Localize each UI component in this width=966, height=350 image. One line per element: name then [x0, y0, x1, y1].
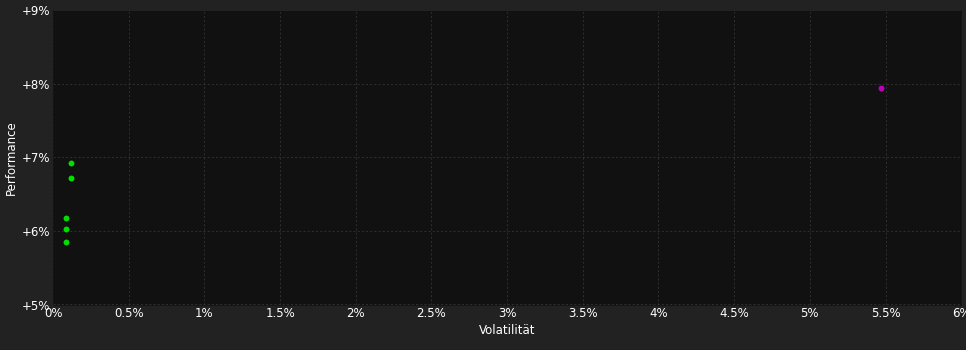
Point — [58, 226, 73, 232]
X-axis label: Volatilität: Volatilität — [479, 324, 535, 337]
Point — [873, 85, 889, 91]
Point — [58, 239, 73, 245]
Point — [63, 175, 78, 181]
Point — [63, 160, 78, 166]
Point — [58, 215, 73, 220]
Y-axis label: Performance: Performance — [5, 120, 17, 195]
